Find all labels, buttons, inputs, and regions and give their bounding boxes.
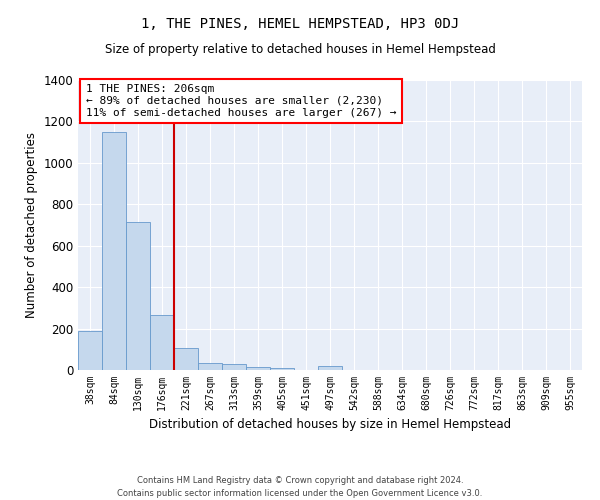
Bar <box>246 367 270 370</box>
Text: Contains HM Land Registry data © Crown copyright and database right 2024.
Contai: Contains HM Land Registry data © Crown c… <box>118 476 482 498</box>
Text: Size of property relative to detached houses in Hemel Hempstead: Size of property relative to detached ho… <box>104 42 496 56</box>
Bar <box>270 368 294 370</box>
Bar <box>198 363 222 370</box>
Bar <box>126 222 150 370</box>
Text: 1 THE PINES: 206sqm
← 89% of detached houses are smaller (2,230)
11% of semi-det: 1 THE PINES: 206sqm ← 89% of detached ho… <box>86 84 396 117</box>
Bar <box>174 348 198 370</box>
Bar <box>78 330 102 370</box>
Bar <box>318 366 342 370</box>
Y-axis label: Number of detached properties: Number of detached properties <box>25 132 38 318</box>
Bar <box>102 132 126 370</box>
Bar <box>222 364 246 370</box>
Bar <box>150 315 174 370</box>
X-axis label: Distribution of detached houses by size in Hemel Hempstead: Distribution of detached houses by size … <box>149 418 511 432</box>
Text: 1, THE PINES, HEMEL HEMPSTEAD, HP3 0DJ: 1, THE PINES, HEMEL HEMPSTEAD, HP3 0DJ <box>141 18 459 32</box>
